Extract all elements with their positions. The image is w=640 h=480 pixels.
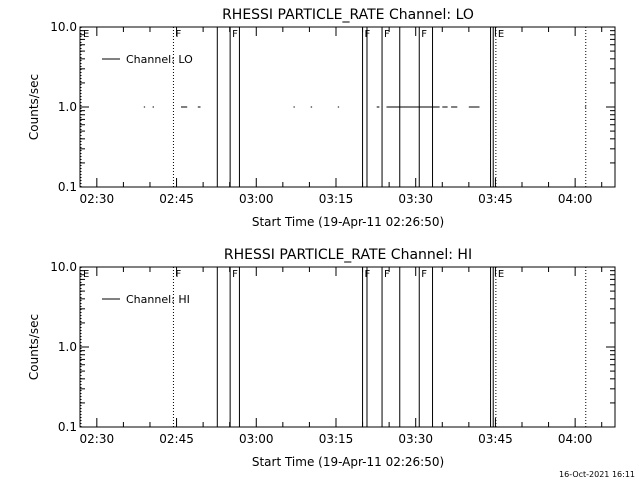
flag-label: F bbox=[232, 269, 238, 280]
flag-label: E bbox=[498, 269, 504, 280]
flag-label: F bbox=[232, 29, 238, 40]
x-axis-label: Start Time (19-Apr-11 02:26:50) bbox=[252, 455, 444, 469]
x-tick-label: 03:15 bbox=[319, 192, 354, 206]
flag-label: F bbox=[175, 269, 181, 280]
chart-panel-lo: RHESSI PARTICLE_RATE Channel: LO Counts/… bbox=[27, 7, 616, 229]
x-tick-label: 03:15 bbox=[319, 432, 354, 446]
flag-label: F bbox=[384, 29, 390, 40]
flag-label: E bbox=[498, 29, 504, 40]
y-axis-label: Counts/sec bbox=[27, 74, 41, 140]
y-tick-label: 1.0 bbox=[58, 100, 77, 114]
date-stamp: 16-Oct-2021 16:11 bbox=[559, 470, 635, 479]
x-axis-label: Start Time (19-Apr-11 02:26:50) bbox=[252, 215, 444, 229]
x-tick-label: 03:45 bbox=[478, 192, 513, 206]
chart-title: RHESSI PARTICLE_RATE Channel: HI bbox=[224, 247, 472, 263]
y-axis-label: Counts/sec bbox=[27, 314, 41, 380]
x-tick-label: 02:45 bbox=[159, 432, 194, 446]
flag-label: E bbox=[83, 269, 89, 280]
x-tick-label: 03:00 bbox=[239, 192, 274, 206]
legend-label: Channel: LO bbox=[126, 53, 193, 66]
y-tick-label: 10.0 bbox=[50, 260, 77, 274]
y-tick-label: 1.0 bbox=[58, 340, 77, 354]
flag-label: F bbox=[365, 269, 371, 280]
flag-label: F bbox=[175, 29, 181, 40]
x-tick-label: 02:30 bbox=[80, 432, 115, 446]
flag-label: F bbox=[421, 269, 427, 280]
x-tick-label: 03:45 bbox=[478, 432, 513, 446]
x-tick-label: 04:00 bbox=[558, 432, 593, 446]
flag-label: F bbox=[384, 269, 390, 280]
y-tick-label: 0.1 bbox=[58, 180, 77, 194]
flag-label: F bbox=[365, 29, 371, 40]
x-tick-label: 03:30 bbox=[398, 192, 433, 206]
y-tick-label: 10.0 bbox=[50, 20, 77, 34]
flag-label: E bbox=[83, 29, 89, 40]
x-tick-label: 04:00 bbox=[558, 192, 593, 206]
legend-label: Channel: HI bbox=[126, 293, 190, 306]
flag-label: F bbox=[421, 29, 427, 40]
x-tick-label: 03:30 bbox=[398, 432, 433, 446]
y-tick-label: 0.1 bbox=[58, 420, 77, 434]
x-tick-label: 03:00 bbox=[239, 432, 274, 446]
chart-panel-hi: RHESSI PARTICLE_RATE Channel: HI Counts/… bbox=[27, 247, 616, 469]
x-tick-label: 02:45 bbox=[159, 192, 194, 206]
x-tick-label: 02:30 bbox=[80, 192, 115, 206]
chart-title: RHESSI PARTICLE_RATE Channel: LO bbox=[222, 7, 474, 23]
